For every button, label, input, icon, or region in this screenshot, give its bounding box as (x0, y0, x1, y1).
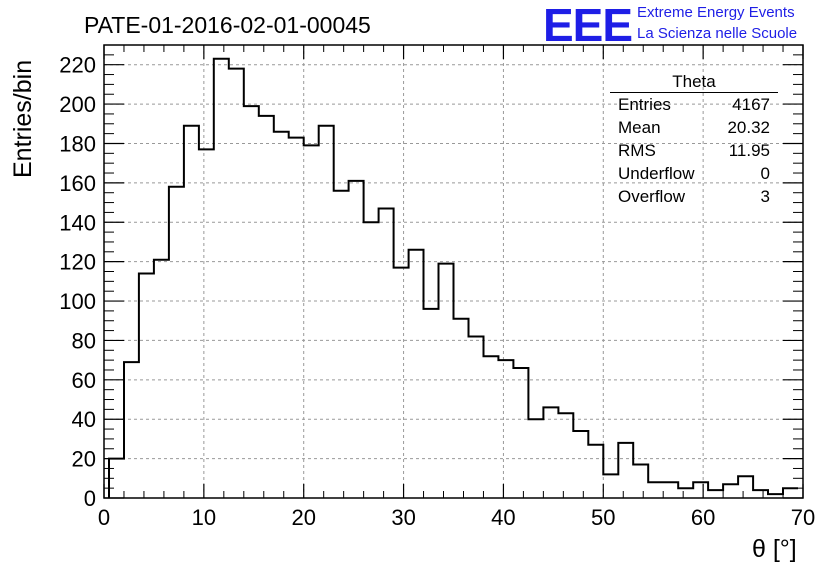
y-tick-label: 0 (84, 486, 96, 511)
stats-value: 20.32 (727, 118, 770, 137)
y-axis-label: Entries/bin (9, 59, 37, 178)
x-tick-label: 60 (691, 505, 715, 530)
x-tick-label: 40 (491, 505, 515, 530)
y-tick-label: 40 (72, 407, 96, 432)
stats-box-title: Theta (610, 72, 778, 93)
y-tick-label: 200 (59, 92, 96, 117)
stats-value: 0 (760, 164, 770, 183)
y-tick-label: 80 (72, 328, 96, 353)
y-tick-label: 60 (72, 368, 96, 393)
x-axis-label: θ [°] (752, 535, 797, 563)
x-tick-label: 0 (98, 505, 110, 530)
stats-row-entries: Entries 4167 (610, 93, 778, 116)
eee-logo: EEE (543, 0, 633, 51)
x-tick-label: 70 (791, 505, 815, 530)
stats-value: 11.95 (728, 141, 770, 160)
y-tick-label: 120 (59, 250, 96, 275)
stats-label: Entries (618, 95, 671, 114)
stats-box: Theta Entries 4167 Mean 20.32 RMS 11.95 … (610, 72, 778, 208)
org-name-line2: La Scienza nelle Scuole (637, 25, 798, 42)
stats-value: 3 (760, 187, 770, 206)
stats-label: RMS (618, 141, 656, 160)
stats-row-rms: RMS 11.95 (610, 139, 778, 162)
stats-value: 4167 (732, 95, 770, 114)
x-tick-label: 50 (591, 505, 615, 530)
chart-title: PATE-01-2016-02-01-00045 (84, 12, 371, 38)
y-tick-label: 220 (59, 53, 96, 78)
stats-row-overflow: Overflow 3 (610, 185, 778, 208)
plot-frame (103, 44, 804, 499)
stats-row-underflow: Underflow 0 (610, 162, 778, 185)
x-tick-label: 20 (291, 505, 315, 530)
y-tick-label: 180 (59, 131, 96, 156)
y-tick-label: 100 (59, 289, 96, 314)
tick-labels: 0 10 20 30 40 50 60 700204060801001201401601802… (59, 53, 815, 530)
x-tick-label: 10 (192, 505, 216, 530)
y-tick-label: 20 (72, 447, 96, 472)
org-name-line1: Extreme Energy Events (637, 4, 795, 21)
stats-label: Overflow (618, 187, 686, 206)
stats-row-mean: Mean 20.32 (610, 116, 778, 139)
y-tick-label: 160 (59, 171, 96, 196)
stats-label: Underflow (618, 164, 695, 183)
x-tick-label: 30 (391, 505, 415, 530)
stats-label: Mean (618, 118, 661, 137)
histogram-outline (108, 57, 798, 498)
y-tick-label: 140 (59, 210, 96, 235)
